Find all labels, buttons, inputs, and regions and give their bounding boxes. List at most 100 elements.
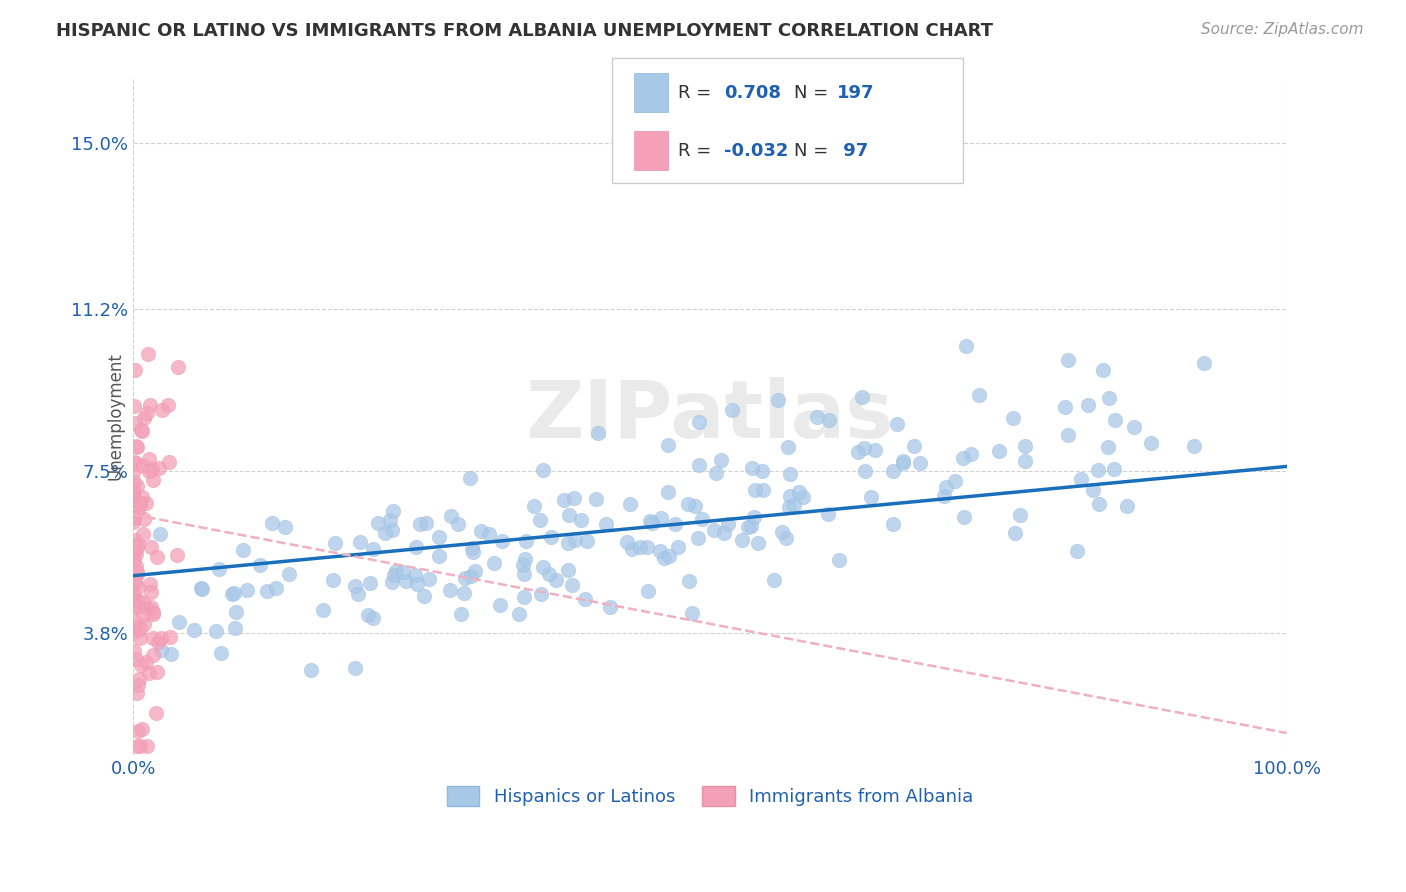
Point	[557, 536, 579, 550]
Point	[1054, 400, 1077, 414]
Point	[513, 591, 536, 605]
Point	[139, 541, 162, 555]
Text: N =: N =	[794, 142, 828, 160]
Point	[427, 549, 450, 563]
Point	[865, 442, 887, 457]
Point	[160, 647, 183, 661]
Point	[125, 652, 148, 666]
Text: Source: ZipAtlas.com: Source: ZipAtlas.com	[1201, 22, 1364, 37]
Point	[131, 424, 153, 438]
Point	[191, 582, 214, 596]
Point	[135, 407, 157, 421]
Point	[134, 512, 156, 526]
Point	[129, 496, 152, 510]
Point	[125, 559, 148, 574]
Point	[576, 534, 599, 549]
Point	[783, 498, 806, 512]
Point	[150, 402, 173, 417]
Point	[668, 540, 690, 554]
Point	[460, 541, 482, 555]
Point	[681, 606, 703, 620]
Point	[135, 655, 157, 669]
Point	[384, 564, 406, 578]
Point	[988, 443, 1011, 458]
Point	[127, 678, 149, 692]
Point	[903, 439, 925, 453]
Point	[236, 582, 259, 597]
Point	[616, 535, 638, 549]
Point	[122, 488, 145, 502]
Point	[367, 516, 389, 530]
Point	[683, 500, 706, 514]
Point	[778, 500, 800, 515]
Point	[124, 399, 146, 413]
Point	[122, 573, 145, 587]
Point	[742, 510, 765, 524]
Point	[131, 607, 153, 622]
Point	[156, 398, 179, 412]
Point	[363, 541, 385, 556]
Text: -0.032: -0.032	[724, 142, 789, 160]
Point	[273, 520, 295, 534]
Point	[125, 686, 148, 700]
Point	[482, 556, 505, 570]
Point	[427, 531, 450, 545]
Point	[720, 403, 742, 417]
Point	[124, 416, 146, 430]
Point	[357, 608, 380, 623]
Point	[124, 544, 146, 558]
Point	[1070, 472, 1092, 486]
Point	[908, 456, 931, 470]
Point	[125, 548, 148, 562]
Point	[562, 491, 585, 505]
Point	[588, 426, 610, 441]
Point	[460, 471, 482, 485]
Point	[142, 631, 165, 645]
Point	[638, 514, 661, 528]
Point	[149, 527, 172, 541]
Point	[731, 533, 754, 547]
Point	[138, 347, 160, 361]
Point	[409, 517, 432, 532]
Point	[382, 567, 405, 582]
Point	[529, 513, 551, 527]
Point	[378, 513, 401, 527]
Point	[124, 575, 146, 590]
Text: 197: 197	[837, 84, 875, 102]
Point	[1087, 463, 1109, 477]
Point	[122, 598, 145, 612]
Point	[779, 467, 801, 481]
Point	[470, 524, 492, 539]
Point	[122, 493, 145, 508]
Point	[882, 464, 904, 478]
Point	[166, 549, 188, 563]
Point	[531, 463, 554, 477]
Point	[737, 520, 759, 534]
Point	[208, 562, 231, 576]
Point	[122, 483, 145, 497]
Point	[744, 483, 766, 497]
Point	[779, 489, 801, 503]
Point	[460, 569, 482, 583]
Point	[766, 393, 789, 408]
Point	[131, 423, 153, 437]
Point	[343, 578, 366, 592]
Point	[122, 589, 145, 603]
Point	[132, 458, 155, 473]
Point	[688, 458, 710, 473]
Point	[621, 542, 644, 557]
Point	[135, 496, 157, 510]
Point	[450, 607, 472, 622]
Point	[135, 601, 157, 615]
Point	[139, 585, 162, 599]
Point	[256, 584, 278, 599]
Point	[751, 483, 773, 498]
Point	[595, 517, 617, 532]
Point	[1066, 544, 1088, 558]
Point	[125, 479, 148, 493]
Point	[1057, 353, 1080, 368]
Point	[740, 519, 762, 533]
Point	[122, 484, 145, 499]
Point	[138, 666, 160, 681]
Point	[703, 523, 725, 537]
